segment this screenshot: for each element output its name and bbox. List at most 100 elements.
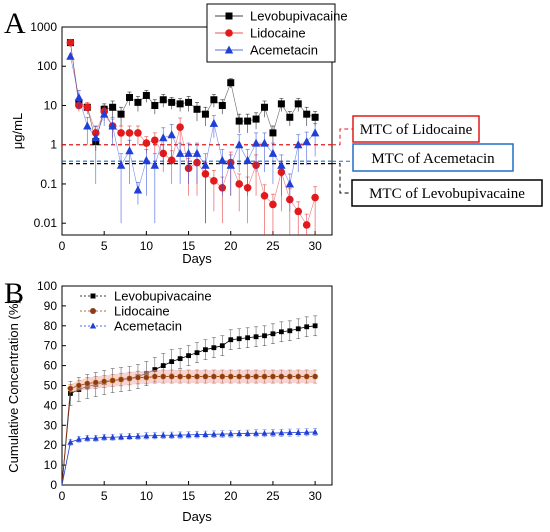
y-tick-label-a: 1: [50, 138, 57, 152]
error-band-b: [62, 369, 316, 485]
data-point-a: [244, 117, 252, 125]
data-point-b: [312, 428, 319, 435]
data-point-a: [210, 96, 218, 104]
legend-marker-b: [89, 322, 97, 329]
data-point-b: [236, 430, 243, 437]
data-point-a: [66, 38, 75, 47]
data-point-a: [226, 160, 235, 169]
data-point-a: [234, 140, 244, 149]
data-point-a: [294, 207, 303, 216]
data-point-b: [117, 376, 125, 383]
data-point-b: [118, 433, 125, 440]
data-point-a: [260, 191, 269, 200]
data-point-b: [134, 432, 141, 439]
data-point-a: [125, 146, 134, 155]
data-point-a: [176, 123, 184, 131]
data-point-b: [134, 374, 142, 381]
data-point-b: [261, 429, 268, 436]
y-axis-label-b: Cumulative Concentration (%): [6, 299, 21, 472]
series-group-a: [66, 38, 320, 235]
data-point-b: [236, 373, 243, 380]
data-point-b: [278, 373, 285, 380]
y-tick-label-b: 30: [44, 418, 58, 432]
data-point-a: [294, 140, 303, 149]
data-point-b: [295, 429, 302, 435]
data-point-a: [235, 180, 243, 188]
legend-marker-a: [225, 29, 233, 37]
y-tick-label-a: 1000: [30, 20, 57, 34]
data-point-b: [202, 431, 209, 437]
series-acemetacin-b: [61, 428, 319, 486]
data-point-a: [83, 121, 92, 130]
series-group-b: [61, 315, 319, 486]
data-point-b: [168, 373, 175, 380]
data-point-b: [202, 373, 209, 380]
series-acemetacin-a: [66, 51, 320, 224]
series-lidocaine-a: [66, 38, 319, 235]
legend-marker-b: [90, 308, 96, 314]
legend-marker-b: [90, 293, 96, 299]
data-point-a: [218, 101, 226, 109]
data-point-a: [134, 98, 142, 106]
x-tick-label-b: 0: [59, 489, 66, 503]
plot-frame-a: [61, 26, 333, 236]
data-point-b: [151, 432, 158, 439]
data-point-a: [99, 109, 109, 118]
data-point-b: [109, 377, 116, 384]
data-point-a: [201, 160, 210, 169]
data-point-b: [177, 431, 184, 438]
data-point-b: [228, 337, 234, 343]
data-point-a: [74, 92, 84, 101]
data-point-b: [92, 379, 99, 386]
mtc-callouts: MTC of Lidocaine MTC of Acemetacin MTC o…: [351, 115, 543, 207]
data-point-a: [168, 98, 176, 106]
data-point-a: [175, 148, 185, 157]
data-point-b: [211, 345, 217, 351]
data-point-a: [142, 155, 151, 164]
data-point-a: [302, 137, 311, 146]
x-tick-label-a: 5: [101, 239, 108, 253]
data-point-a: [126, 93, 133, 101]
y-tick-label-b: 50: [44, 379, 58, 393]
data-point-b: [92, 434, 99, 441]
mtc-lidocaine-label: MTC of Lidocaine: [360, 122, 473, 138]
x-tick-label-a: 20: [224, 239, 238, 253]
x-tick-label-b: 5: [101, 489, 108, 503]
data-point-a: [192, 148, 202, 157]
data-point-a: [91, 133, 100, 142]
series-line-b: [61, 431, 316, 486]
y-tick-label-b: 40: [44, 398, 58, 412]
data-point-a: [218, 155, 227, 164]
mtc-levobupivacaine-box: [351, 179, 543, 207]
data-point-a: [311, 193, 319, 202]
data-point-a: [66, 51, 75, 60]
data-point-a: [185, 98, 193, 106]
x-tick-label-b: 15: [182, 489, 196, 503]
data-point-b: [269, 373, 277, 380]
data-point-b: [244, 430, 251, 436]
data-point-a: [286, 113, 294, 121]
x-tick-label-a: 10: [140, 239, 154, 253]
data-point-b: [185, 431, 192, 438]
data-point-a: [210, 177, 218, 185]
data-point-b: [68, 391, 73, 396]
data-point-b: [109, 433, 116, 440]
y-tick-label-a: 0.1: [40, 177, 57, 191]
x-axis-label-a: Days: [182, 251, 212, 266]
data-point-a: [159, 133, 168, 142]
mtc-lidocaine-connector: [332, 128, 353, 146]
data-point-b: [253, 334, 259, 340]
data-point-a: [261, 103, 268, 111]
y-tick-label-a: 100: [37, 59, 57, 73]
data-point-b: [219, 373, 226, 380]
data-point-b: [67, 385, 74, 392]
data-point-b: [252, 373, 260, 380]
data-point-b: [253, 429, 260, 436]
axes-b: 0 5 10 15 20 25 30 0 10 20 30 40 50 60 70 80 90 100: [37, 279, 322, 503]
x-tick-label-a: 25: [266, 239, 280, 253]
y-tick-label-b: 60: [44, 359, 58, 373]
y-tick-label-a: 10: [44, 98, 58, 112]
y-tick-label-b: 80: [44, 319, 58, 333]
